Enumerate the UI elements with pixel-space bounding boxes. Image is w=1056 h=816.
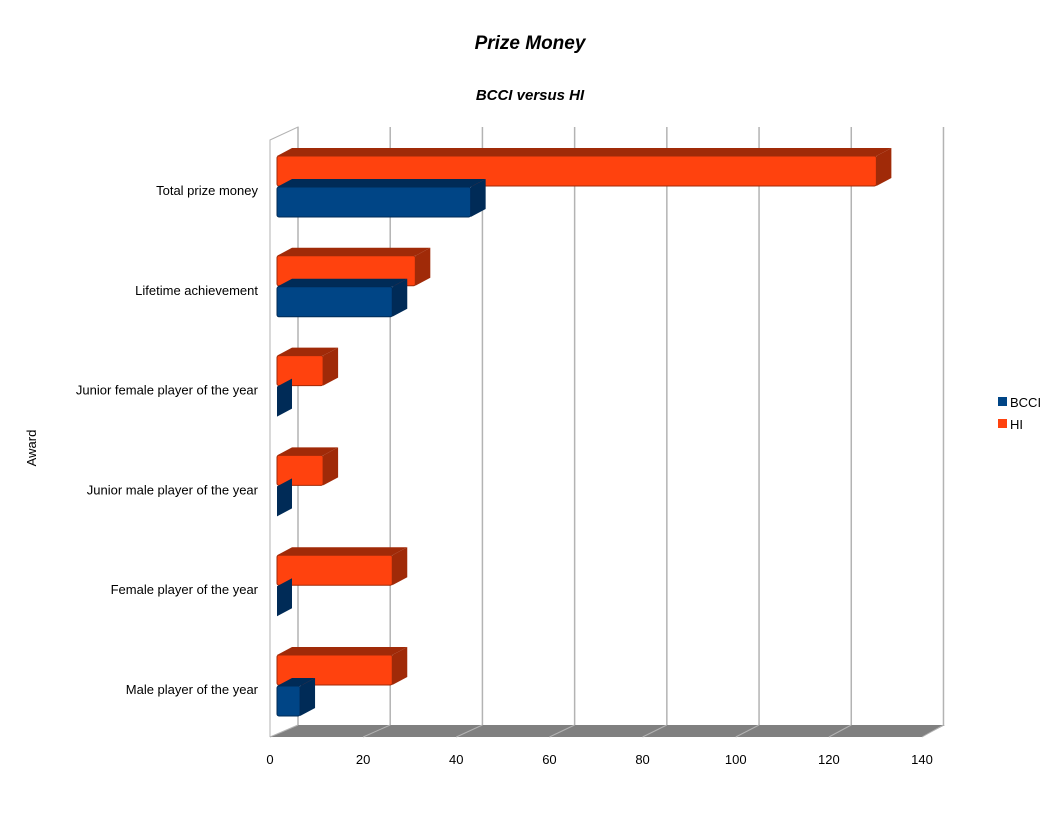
bar-side — [277, 578, 292, 617]
bar — [276, 278, 408, 318]
floor-gridline — [269, 724, 299, 738]
bar-top — [277, 347, 339, 356]
x-tick-label: 20 — [356, 752, 370, 767]
bar-top — [277, 278, 408, 287]
legend: BCCI HI — [998, 395, 1041, 432]
bar-side — [392, 547, 408, 586]
bar — [276, 647, 408, 686]
bar-top — [277, 647, 408, 655]
bar-side — [392, 647, 408, 685]
y-axis-categories: Total prize money Lifetime achievement Jun… — [76, 183, 259, 697]
bar — [276, 148, 892, 187]
bar-front — [276, 654, 393, 686]
bars — [276, 148, 892, 717]
bar-side — [323, 347, 339, 386]
left-wall — [269, 126, 299, 737]
legend-swatch — [998, 419, 1007, 428]
bar-top — [277, 247, 431, 256]
bar-side — [415, 247, 431, 286]
bar — [277, 478, 292, 517]
floor-gridline — [921, 724, 944, 738]
x-tick-label: 140 — [911, 752, 933, 767]
y-axis-label: Award — [24, 430, 39, 467]
bar-front — [276, 186, 472, 218]
bar — [276, 678, 316, 717]
floor-gridline — [828, 724, 852, 738]
category-label: Junior male player of the year — [87, 482, 259, 497]
bar — [276, 547, 408, 586]
x-tick-label: 40 — [449, 752, 463, 767]
bar-front — [276, 355, 324, 387]
floor-gridline — [549, 724, 575, 738]
bar-side — [470, 179, 486, 217]
chart-floor — [270, 725, 945, 737]
x-tick-label: 100 — [725, 752, 747, 767]
legend-label: HI — [1010, 417, 1023, 432]
floor-gridline — [735, 724, 760, 738]
floor-gridline — [642, 724, 668, 738]
bar — [277, 378, 292, 417]
bar-front — [276, 155, 877, 187]
x-tick-label: 60 — [542, 752, 556, 767]
bar-top — [277, 148, 892, 156]
bar-front — [276, 286, 393, 318]
floor-gridline — [362, 724, 391, 738]
x-tick-label: 80 — [635, 752, 649, 767]
floor-gridline — [456, 724, 483, 738]
chart-walls — [269, 126, 945, 737]
bar — [276, 447, 339, 486]
bar-front — [276, 685, 301, 717]
x-tick-label: 120 — [818, 752, 840, 767]
bar — [277, 578, 292, 617]
category-label: Total prize money — [156, 183, 258, 198]
bar-side — [392, 278, 408, 317]
bar-front — [276, 454, 324, 486]
chart-title: Prize Money — [475, 33, 587, 54]
bar-side — [277, 378, 292, 417]
bar-top — [277, 447, 339, 456]
bar-top — [277, 678, 316, 686]
category-label: Male player of the year — [126, 682, 259, 697]
gridlines — [269, 127, 945, 738]
legend-label: BCCI — [1010, 395, 1041, 410]
category-label: Lifetime achievement — [135, 283, 258, 298]
category-label: Female player of the year — [111, 582, 259, 597]
bar-side — [876, 148, 892, 186]
bar — [276, 347, 339, 387]
x-axis-ticks: 0 20 40 60 80 100 120 140 — [266, 752, 932, 767]
legend-swatch — [998, 397, 1007, 406]
bar-side — [277, 478, 292, 517]
bar-top — [277, 547, 408, 556]
bar-side — [300, 678, 316, 716]
bar-front — [276, 554, 393, 586]
bar-top — [277, 179, 486, 187]
category-label: Junior female player of the year — [76, 383, 259, 398]
chart-subtitle: BCCI versus HI — [476, 87, 585, 104]
bar-side — [323, 447, 339, 486]
x-tick-label: 0 — [266, 752, 273, 767]
bar — [276, 179, 486, 218]
